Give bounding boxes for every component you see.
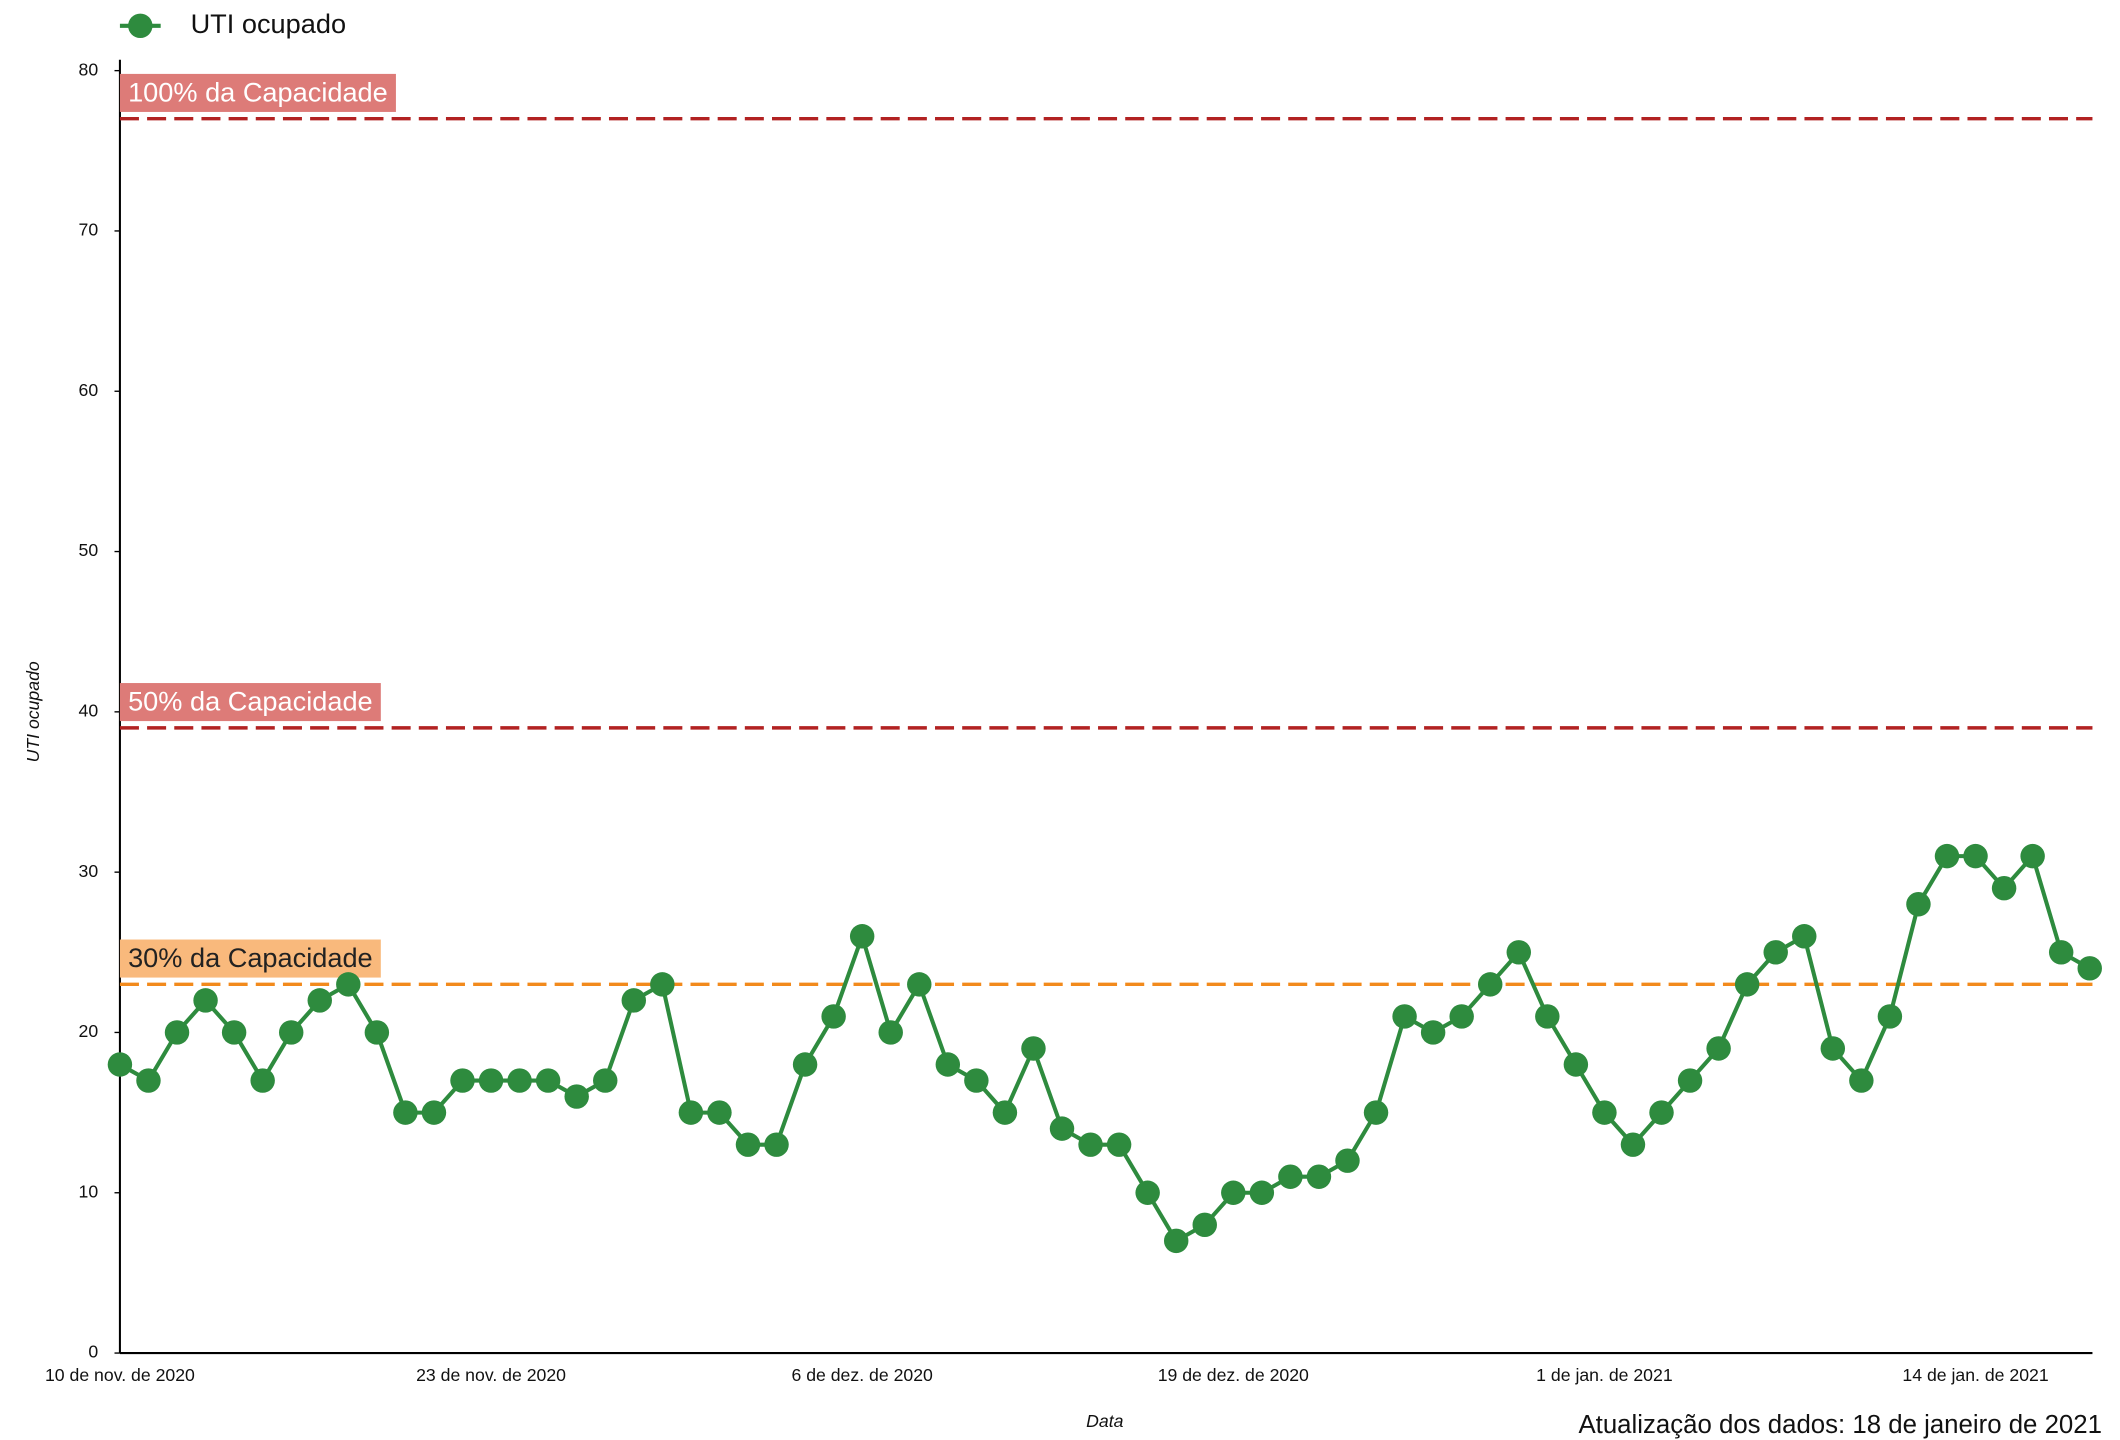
y-tick-label: 70 [79,220,99,240]
point [450,1068,475,1093]
point [1163,1228,1189,1254]
point [2077,956,2102,981]
reference-label: 50% da Capacidade [128,686,373,717]
point [1706,1036,1731,1061]
point [964,1068,989,1093]
point [193,988,218,1013]
point [535,1068,561,1093]
y-tick-label: 20 [79,1021,99,1041]
point [2020,843,2045,869]
point [992,1100,1018,1125]
point [1734,972,1760,997]
reference-label-bg [119,939,381,978]
point [935,1052,961,1077]
point [1021,1036,1046,1061]
point [1278,1164,1303,1189]
point [821,1004,846,1029]
legend-label: UTI ocupado [191,8,347,39]
x-tick-label: 1 de jan. de 2021 [1536,1365,1672,1385]
x-tick-label: 6 de dez. de 2020 [791,1365,933,1385]
point [735,1132,761,1157]
y-tick-label: 60 [79,380,99,400]
point [1763,940,1788,965]
x-tick-label: 14 de jan. de 2021 [1902,1365,2048,1385]
point [250,1068,275,1093]
reference-label-bg [119,73,396,112]
y-tick-label: 50 [79,540,99,560]
point [307,988,332,1013]
point [1078,1132,1103,1157]
point [792,1052,818,1077]
point [1535,1004,1560,1029]
point [1620,1132,1646,1157]
point [1335,1148,1360,1173]
point [336,972,361,997]
x-tick-label: 19 de dez. de 2020 [1158,1365,1309,1385]
point [707,1100,732,1125]
point [1049,1116,1075,1141]
point [364,1020,390,1045]
point [1963,843,1988,869]
x-tick-label: 23 de nov. de 2020 [416,1365,566,1385]
point [849,924,875,949]
point [1420,1020,1446,1045]
reference-label-bg [119,683,381,722]
point [393,1100,418,1125]
point [1392,1004,1417,1029]
y-tick-label: 0 [88,1342,98,1362]
point [1877,1004,1903,1029]
x-axis-title: Data [1086,1411,1123,1431]
point [1449,1004,1474,1029]
point [1849,1068,1874,1093]
point [1934,843,1960,869]
point [1478,972,1503,997]
legend-marker [128,13,153,39]
y-tick-label: 10 [79,1181,99,1201]
point [1991,875,2017,901]
point [678,1100,704,1125]
point [136,1068,161,1093]
point [1135,1180,1160,1205]
point [1906,891,1931,917]
point [421,1100,447,1125]
point [1506,940,1532,965]
point [650,972,675,997]
point [564,1084,589,1109]
x-tick-label: 10 de nov. de 2020 [45,1365,195,1385]
point [593,1068,618,1093]
point [478,1068,504,1093]
point [1649,1100,1674,1125]
y-tick-label: 30 [79,861,99,881]
point [1820,1036,1846,1061]
series [107,843,2102,1254]
point [1563,1052,1589,1077]
point [2048,940,2074,965]
point [1592,1100,1617,1125]
point [1677,1068,1703,1093]
point [1106,1132,1132,1157]
footer: Atualização dos dados: 18 de janeiro de … [1578,1411,2101,1439]
point [1221,1180,1246,1205]
point [1192,1212,1217,1238]
reference-label: 30% da Capacidade [128,942,373,973]
point [1363,1100,1389,1125]
point [907,972,932,997]
point [107,1052,133,1077]
point [164,1020,190,1045]
point [1792,924,1817,949]
point [278,1020,304,1045]
point [1306,1164,1332,1189]
point [507,1068,532,1093]
point [1249,1180,1275,1205]
reference-label: 100% da Capacidade [128,76,388,107]
point [221,1020,247,1045]
y-axis-title: UTI ocupado [23,661,43,762]
point [764,1132,789,1157]
line [118,852,2091,1244]
point [878,1020,903,1045]
y-tick-label: 40 [79,701,99,721]
point [621,988,647,1013]
y-tick-label: 80 [79,59,99,79]
